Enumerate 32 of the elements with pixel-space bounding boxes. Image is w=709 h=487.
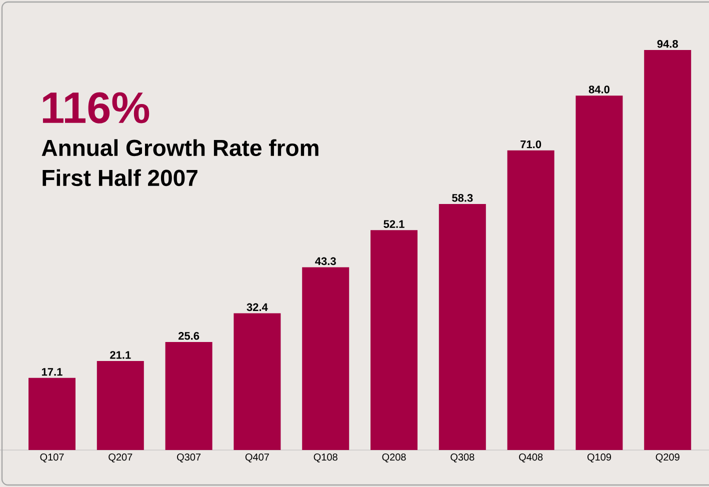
- x-tick-label: Q109: [587, 454, 611, 462]
- data-label: 21.1: [110, 351, 131, 359]
- bar: [96, 360, 144, 450]
- x-tick-label: Q407: [245, 454, 269, 462]
- x-tick-label: Q408: [519, 454, 543, 462]
- data-label: 43.3: [315, 257, 336, 266]
- x-tick-label: Q307: [177, 454, 201, 462]
- data-label: 25.6: [178, 332, 200, 340]
- data-label: 17.1: [42, 368, 62, 376]
- x-tick-label: Q107: [40, 454, 64, 462]
- x-tick-label: Q308: [450, 454, 474, 462]
- bar: [507, 150, 554, 450]
- bar: [302, 267, 350, 450]
- bar: [234, 313, 281, 450]
- data-label: 94.8: [657, 40, 678, 48]
- data-label: 52.1: [384, 220, 404, 228]
- bar: [438, 204, 486, 450]
- data-label: 84.0: [588, 86, 610, 94]
- x-tick-label: Q208: [382, 454, 406, 462]
- data-label: 58.3: [452, 194, 473, 202]
- data-label: 71.0: [520, 140, 542, 148]
- bar: [28, 378, 76, 450]
- x-tick-label: Q207: [108, 454, 132, 462]
- x-tick-label: Q209: [656, 454, 680, 462]
- bar: [576, 96, 623, 450]
- text: Annual Growth Rate from First Half 2007: [42, 139, 318, 186]
- bar: [165, 342, 212, 450]
- x-tick-label: Q108: [314, 454, 338, 462]
- data-label: 32.4: [246, 303, 268, 312]
- bar: [644, 50, 692, 450]
- bar: [370, 230, 418, 450]
- text: 116%: [42, 92, 150, 124]
